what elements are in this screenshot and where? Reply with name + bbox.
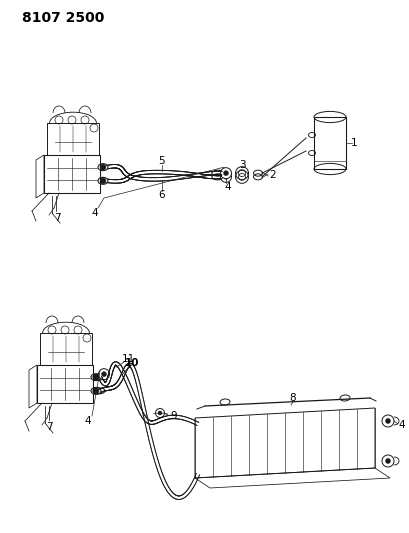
Circle shape [384,458,389,464]
Text: 7: 7 [45,422,52,432]
Text: 11: 11 [121,354,134,364]
Text: 6: 6 [158,190,165,200]
Text: 4: 4 [92,208,98,218]
Circle shape [100,164,106,170]
Circle shape [93,374,99,380]
Text: 4: 4 [224,182,231,192]
Circle shape [384,418,389,424]
Circle shape [101,372,106,377]
Text: 2: 2 [269,170,276,180]
Circle shape [223,171,228,176]
Text: 4: 4 [398,420,405,430]
Text: 4: 4 [85,416,91,426]
Text: 9: 9 [170,411,177,421]
Circle shape [223,174,228,179]
Circle shape [93,388,99,394]
Circle shape [157,411,162,415]
Text: 8: 8 [289,393,296,403]
Circle shape [98,369,109,379]
Text: 8107 2500: 8107 2500 [22,11,104,25]
Text: 10: 10 [124,358,139,368]
Text: 7: 7 [54,213,60,223]
Text: 1: 1 [350,138,356,148]
Text: 3: 3 [238,160,245,170]
Circle shape [100,178,106,184]
Circle shape [220,168,231,179]
Text: 5: 5 [158,156,165,166]
Circle shape [220,171,231,182]
